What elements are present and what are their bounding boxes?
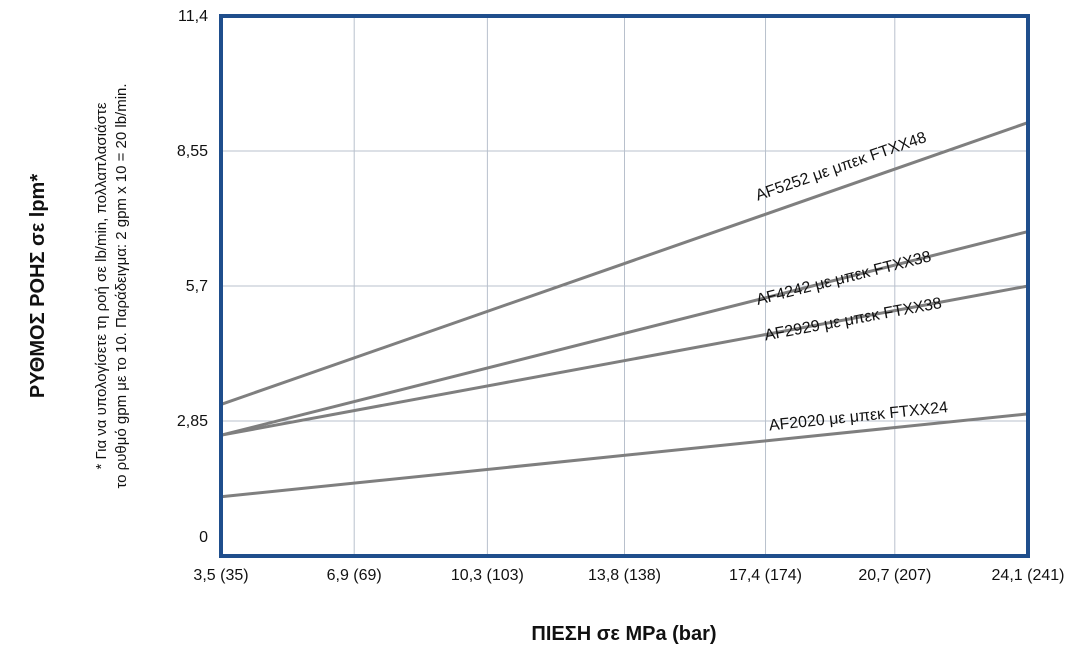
series-label: AF2020 με μπεκ FTXX24 [768,399,949,434]
x-tick-label: 24,1 (241) [992,567,1065,584]
tick-layer: 3,5 (35) 6,9 (69) 10,3 (103) 13,8 (138) 17,4… [177,8,1065,584]
y-tick-label: 11,4 [178,8,208,25]
series-label: AF2929 με μπεκ FTXX38 [763,295,943,344]
series-layer [220,121,1029,499]
series-line [220,121,1029,406]
plot-frame [219,14,1030,558]
y-axis-title: ΡΥΘΜΟΣ ΡΟΗΣ σε lpm* [27,174,49,398]
x-tick-label: 3,5 (35) [193,567,248,584]
x-tick-label: 13,8 (138) [588,567,661,584]
series-line [220,230,1029,437]
lb-min-note-line-1: * Για να υπολογίσετε τη ροή σε lb/min, π… [93,102,110,469]
x-tick-label: 10,3 (103) [451,567,524,584]
y-tick-label: 5,7 [186,278,208,295]
grid-layer [220,15,1029,557]
y-tick-label: 8,55 [177,143,208,160]
y-tick-label: 0 [199,529,208,546]
series-line [220,412,1029,499]
x-axis-title: ΠΙΕΣΗ σε MPa (bar) [531,623,716,645]
x-tick-label: 20,7 (207) [858,567,931,584]
x-tick-label: 6,9 (69) [327,567,382,584]
x-tick-label: 17,4 (174) [729,567,802,584]
series-label: AF4242 με μπεκ FTXX38 [755,248,934,309]
series-line [220,284,1029,437]
y-tick-label: 2,85 [177,413,208,430]
lb-min-note-line-2: το ρυθμό gpm με το 10. Παράδειγμα: 2 gpm… [113,83,130,488]
